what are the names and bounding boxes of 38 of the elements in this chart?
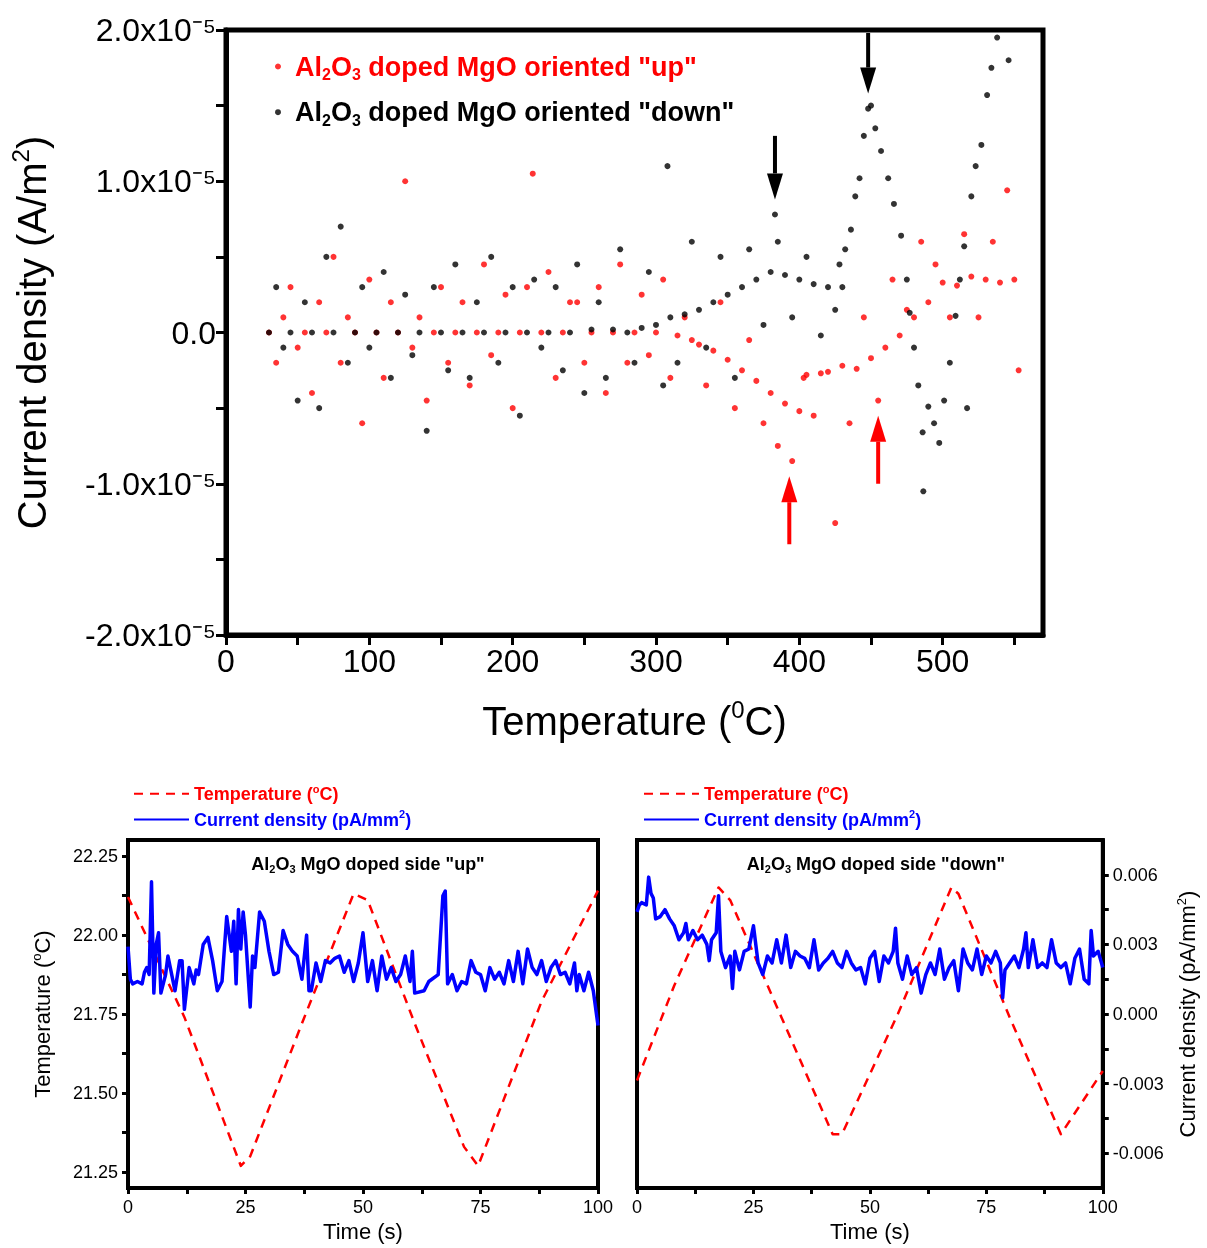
y2-tick-label: -0.003 <box>1112 1073 1164 1094</box>
x-tick-label: 25 <box>235 1197 256 1217</box>
x-tick-label: 50 <box>352 1197 374 1217</box>
y2-axis-title: Current density (pA/mm2) <box>1173 890 1201 1138</box>
x-tick-label: 25 <box>743 1197 764 1217</box>
x-tick-label: 400 <box>772 643 827 679</box>
x-tick-label: 75 <box>976 1197 997 1217</box>
y-axis-title: Temperature (oC) <box>28 930 56 1098</box>
x-tick-label: 0 <box>631 1197 643 1217</box>
line-series <box>126 889 600 1168</box>
x-tick-label: 75 <box>470 1197 491 1217</box>
x-tick-label: 300 <box>629 643 683 679</box>
x-axis-title: Time (s) <box>829 1219 910 1245</box>
y2-tick-label: 0.006 <box>1112 864 1158 885</box>
y-tick-label: -2.0x10⁻⁵ <box>85 617 216 653</box>
x-axis-title: Time (s) <box>323 1219 403 1245</box>
x-tick-label: 500 <box>915 643 970 679</box>
y2-tick-label: 0.000 <box>1112 1004 1158 1024</box>
x-tick-label: 100 <box>342 643 397 679</box>
line-series <box>635 875 1105 1000</box>
y2-tick-label: 0.003 <box>1112 934 1158 955</box>
x-tick-label: 0 <box>122 1197 134 1217</box>
y-axis-title: Current density (A/m2) <box>6 135 54 530</box>
y-tick-label: 0.0 <box>171 314 216 351</box>
y-tick-label: 22.25 <box>72 845 118 866</box>
x-tick-label: 200 <box>485 643 540 679</box>
y-tick-label: 21.50 <box>72 1083 118 1104</box>
x-tick-label: 50 <box>859 1197 880 1217</box>
x-tick-label: 100 <box>1087 1197 1118 1217</box>
y-tick-label: 21.75 <box>72 1004 118 1024</box>
y-tick-label: -1.0x10⁻⁵ <box>85 465 216 502</box>
y-tick-label: 22.00 <box>72 924 118 945</box>
y-tick-label: 2.0x10⁻⁵ <box>95 12 216 48</box>
y-tick-label: 21.25 <box>72 1162 118 1183</box>
x-tick-label: 0 <box>217 643 235 679</box>
x-tick-label: 100 <box>582 1197 614 1217</box>
y2-tick-label: -0.006 <box>1112 1143 1164 1164</box>
y-tick-label: 1.0x10⁻⁵ <box>95 163 216 200</box>
